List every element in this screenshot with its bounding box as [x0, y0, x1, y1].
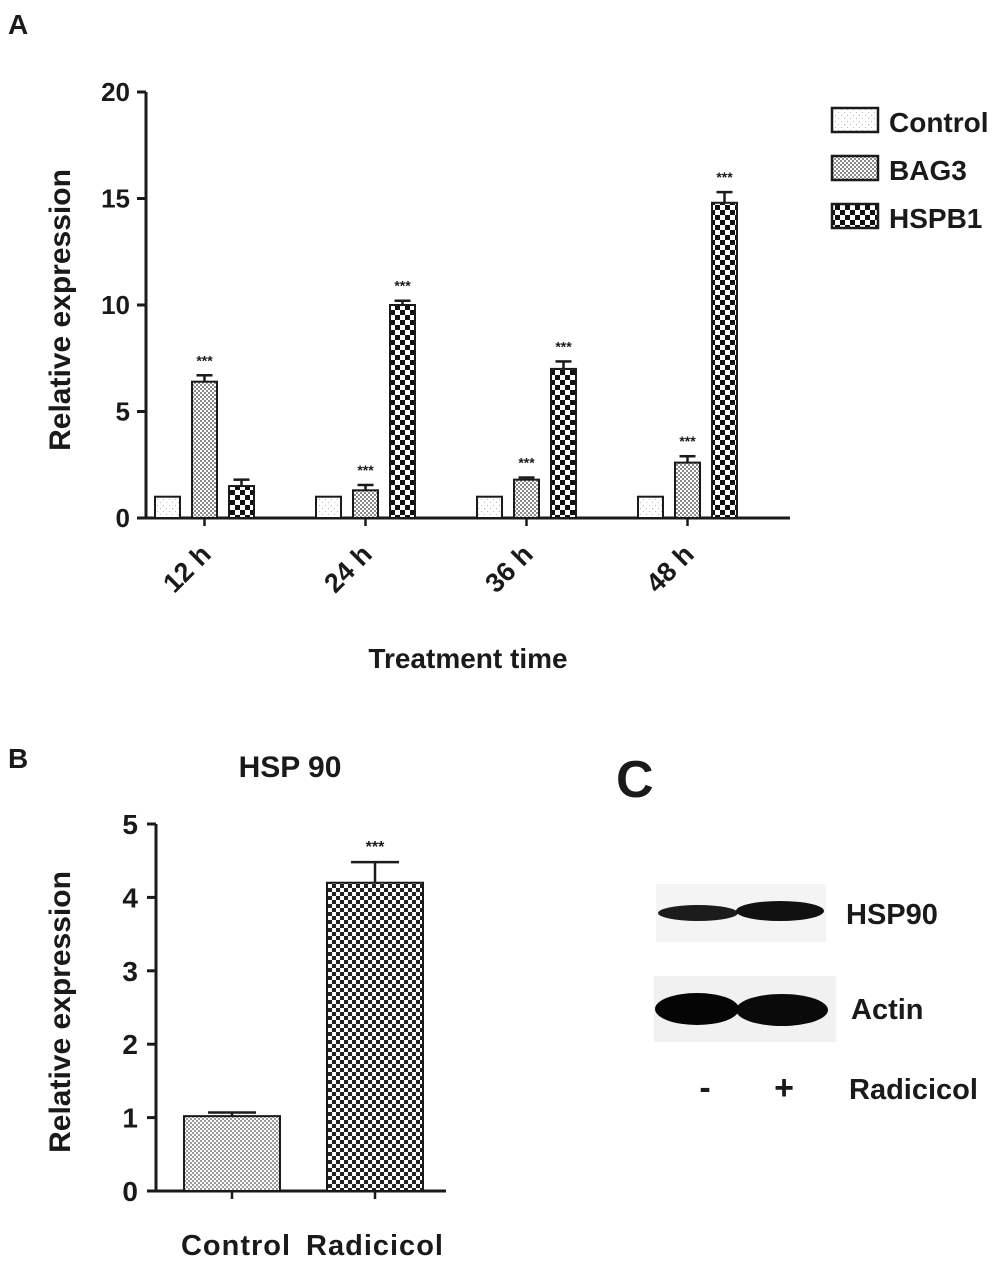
chart-a-bar — [228, 485, 255, 519]
chart-a-ytick-label: 5 — [116, 397, 130, 427]
chart-a-legend-label: BAG3 — [889, 155, 967, 186]
chart-a-bar — [352, 489, 379, 519]
chart-a-legend-swatch — [830, 202, 880, 230]
chart-a-bar — [315, 495, 342, 520]
chart-b-ytick-label: 3 — [122, 956, 138, 987]
blot-row-label-hsp90: HSP90 — [846, 899, 938, 931]
chart-a-xtick-label: 24 h — [318, 539, 377, 598]
chart-a-xlabel: Treatment time — [368, 643, 567, 674]
chart-b-ytick-label: 0 — [122, 1176, 138, 1207]
blot-row-label-actin: Actin — [851, 994, 924, 1026]
chart-a-bar — [513, 478, 540, 520]
chart-a-legend-swatch — [830, 154, 880, 182]
chart-a-bar — [476, 495, 503, 520]
chart-b-title: HSP 90 — [239, 751, 342, 784]
band-actin-control — [655, 993, 739, 1025]
chart-a-sig-label: *** — [555, 338, 572, 354]
chart-a-ytick-label: 10 — [101, 290, 130, 320]
chart-a-bar — [154, 495, 181, 520]
chart-a-bar — [637, 495, 664, 520]
chart-a-sig-label: *** — [196, 352, 213, 368]
chart-a-sig-label: *** — [357, 462, 374, 478]
chart-b-ytick-label: 5 — [122, 809, 138, 840]
blot-lane-minus: - — [699, 1069, 710, 1107]
chart-a-legend-label: HSPB1 — [889, 203, 982, 234]
chart-a-ylabel: Relative expression — [44, 169, 77, 451]
chart-a-legend-swatch — [830, 106, 880, 134]
chart-a-xtick-label: 48 h — [640, 539, 699, 598]
chart-b-ylabel: Relative expression — [44, 871, 77, 1153]
chart-b-sig-label: *** — [366, 839, 385, 856]
chart-a-bar — [711, 201, 738, 519]
panel-label-c: C — [616, 751, 654, 809]
panel-label-b: B — [8, 743, 28, 774]
chart-b-bar — [183, 1115, 281, 1192]
chart-a-xtick-label: 12 h — [157, 539, 216, 598]
chart-a-ytick-label: 0 — [116, 503, 130, 533]
chart-b-xtick-label: Control — [181, 1230, 291, 1261]
chart-a-legend-label: Control — [889, 107, 989, 138]
chart-a-bar — [550, 367, 577, 519]
blot-lane-plus: + — [774, 1069, 794, 1107]
chart-a-ytick-label: 20 — [101, 77, 130, 107]
western-blot: HSP90 Actin - + Radicicol — [654, 884, 978, 1107]
band-hsp90-radicicol — [736, 901, 824, 921]
chart-b-ytick-label: 1 — [122, 1103, 138, 1134]
chart-a-bar — [191, 380, 218, 519]
chart-a: Relative expression Treatment time 0 5 10 1… — [44, 77, 989, 674]
chart-b: HSP 90 Relative expression 0 1 2 3 4 5 Control… — [44, 751, 446, 1261]
blot-treatment-label: Radicicol — [849, 1074, 978, 1106]
band-hsp90-control — [658, 905, 738, 921]
chart-a-sig-label: *** — [679, 433, 696, 449]
chart-a-sig-label: *** — [394, 278, 411, 294]
panel-label-a: A — [8, 9, 28, 40]
chart-b-xtick-label: Radicicol — [306, 1230, 444, 1261]
chart-a-bar — [389, 304, 416, 519]
chart-a-sig-label: *** — [518, 455, 535, 471]
chart-b-ytick-label: 2 — [122, 1029, 138, 1060]
chart-b-bar — [326, 881, 424, 1192]
chart-a-sig-label: *** — [716, 169, 733, 185]
band-actin-radicicol — [736, 994, 828, 1026]
chart-a-ytick-label: 15 — [101, 184, 130, 214]
chart-a-xtick-label: 36 h — [479, 539, 538, 598]
chart-a-bar — [674, 461, 701, 519]
chart-b-ytick-label: 4 — [122, 882, 138, 913]
